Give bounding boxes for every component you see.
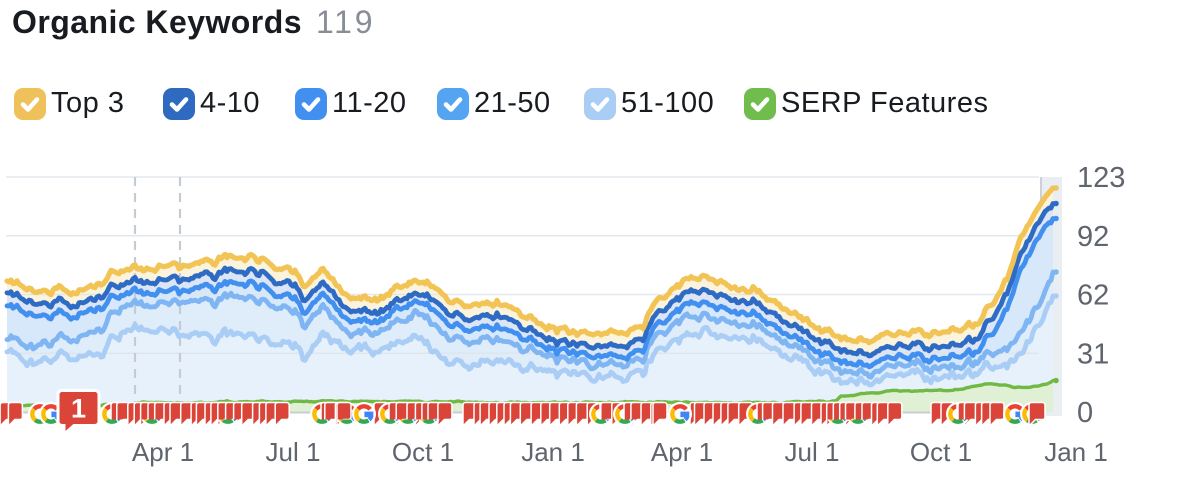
svg-text:31: 31: [1077, 338, 1109, 370]
svg-text:Apr 1: Apr 1: [651, 437, 713, 467]
svg-text:Oct 1: Oct 1: [392, 437, 454, 467]
svg-text:123: 123: [1077, 162, 1125, 194]
svg-text:62: 62: [1077, 280, 1109, 312]
svg-text:Apr 1: Apr 1: [132, 437, 194, 467]
svg-text:Jan 1: Jan 1: [521, 437, 585, 467]
svg-text:Jan 1: Jan 1: [1044, 437, 1108, 467]
svg-text:1: 1: [71, 394, 86, 424]
svg-text:Jul 1: Jul 1: [266, 437, 321, 467]
svg-text:0: 0: [1077, 397, 1093, 429]
svg-text:Oct 1: Oct 1: [910, 437, 972, 467]
svg-text:92: 92: [1077, 221, 1109, 253]
svg-text:Jul 1: Jul 1: [785, 437, 840, 467]
